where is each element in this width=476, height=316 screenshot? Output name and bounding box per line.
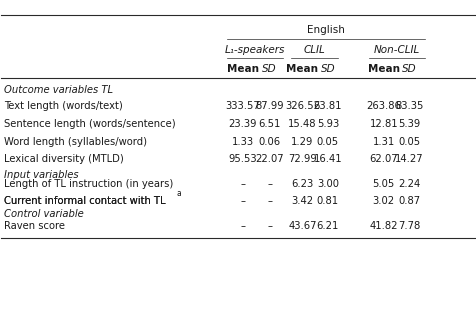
Text: 22.07: 22.07 — [256, 154, 284, 164]
Text: a: a — [177, 189, 181, 198]
Text: SD: SD — [402, 64, 416, 74]
Text: Sentence length (words/sentence): Sentence length (words/sentence) — [4, 119, 175, 129]
Text: 23.39: 23.39 — [228, 119, 257, 129]
Text: 87.99: 87.99 — [256, 101, 284, 111]
Text: 6.51: 6.51 — [258, 119, 281, 129]
Text: 15.48: 15.48 — [288, 119, 317, 129]
Text: 1.31: 1.31 — [373, 137, 395, 147]
Text: 5.05: 5.05 — [373, 179, 395, 189]
Text: SD: SD — [321, 64, 335, 74]
Text: Current informal contact with TL: Current informal contact with TL — [4, 196, 165, 206]
Text: Input variables: Input variables — [4, 170, 79, 180]
Text: 95.53: 95.53 — [228, 154, 257, 164]
Text: L₁-speakers: L₁-speakers — [225, 45, 285, 55]
Text: 63.81: 63.81 — [314, 101, 342, 111]
Text: –: – — [240, 221, 245, 231]
Text: 62.07: 62.07 — [369, 154, 398, 164]
Text: Non-CLIL: Non-CLIL — [374, 45, 420, 55]
Text: Current informal contact with TL: Current informal contact with TL — [4, 196, 165, 206]
Text: –: – — [267, 196, 272, 206]
Text: Mean: Mean — [227, 64, 259, 74]
Text: 0.81: 0.81 — [317, 196, 339, 206]
Text: Word length (syllables/word): Word length (syllables/word) — [4, 137, 147, 147]
Text: Mean: Mean — [287, 64, 318, 74]
Text: 1.29: 1.29 — [291, 137, 314, 147]
Text: Length of TL instruction (in years): Length of TL instruction (in years) — [4, 179, 173, 189]
Text: 5.39: 5.39 — [398, 119, 420, 129]
Text: 83.35: 83.35 — [395, 101, 424, 111]
Text: 6.23: 6.23 — [291, 179, 314, 189]
Text: 3.00: 3.00 — [317, 179, 339, 189]
Text: 72.99: 72.99 — [288, 154, 317, 164]
Text: 3.42: 3.42 — [291, 196, 313, 206]
Text: –: – — [240, 179, 245, 189]
Text: 14.27: 14.27 — [395, 154, 424, 164]
Text: SD: SD — [262, 64, 277, 74]
Text: 263.86: 263.86 — [367, 101, 401, 111]
Text: 1.33: 1.33 — [232, 137, 254, 147]
Text: Raven score: Raven score — [4, 221, 65, 231]
Text: 5.93: 5.93 — [317, 119, 339, 129]
Text: Control variable: Control variable — [4, 210, 83, 219]
Text: Mean: Mean — [368, 64, 400, 74]
Text: 326.52: 326.52 — [285, 101, 320, 111]
Text: 0.06: 0.06 — [258, 137, 281, 147]
Text: Outcome variables TL: Outcome variables TL — [4, 85, 113, 95]
Text: 0.87: 0.87 — [398, 196, 420, 206]
Text: 6.21: 6.21 — [317, 221, 339, 231]
Text: 16.41: 16.41 — [314, 154, 342, 164]
Text: –: – — [267, 221, 272, 231]
Text: Lexical diversity (MTLD): Lexical diversity (MTLD) — [4, 154, 123, 164]
Text: 2.24: 2.24 — [398, 179, 420, 189]
Text: –: – — [240, 196, 245, 206]
Text: 41.82: 41.82 — [369, 221, 398, 231]
Text: English: English — [307, 25, 345, 34]
Text: 7.78: 7.78 — [398, 221, 420, 231]
Text: 0.05: 0.05 — [398, 137, 420, 147]
Text: CLIL: CLIL — [304, 45, 326, 55]
Text: Text length (words/text): Text length (words/text) — [4, 101, 122, 111]
Text: 333.57: 333.57 — [225, 101, 260, 111]
Text: 0.05: 0.05 — [317, 137, 339, 147]
Text: 43.67: 43.67 — [288, 221, 317, 231]
Text: 3.02: 3.02 — [373, 196, 395, 206]
Text: –: – — [267, 179, 272, 189]
Text: 12.81: 12.81 — [369, 119, 398, 129]
